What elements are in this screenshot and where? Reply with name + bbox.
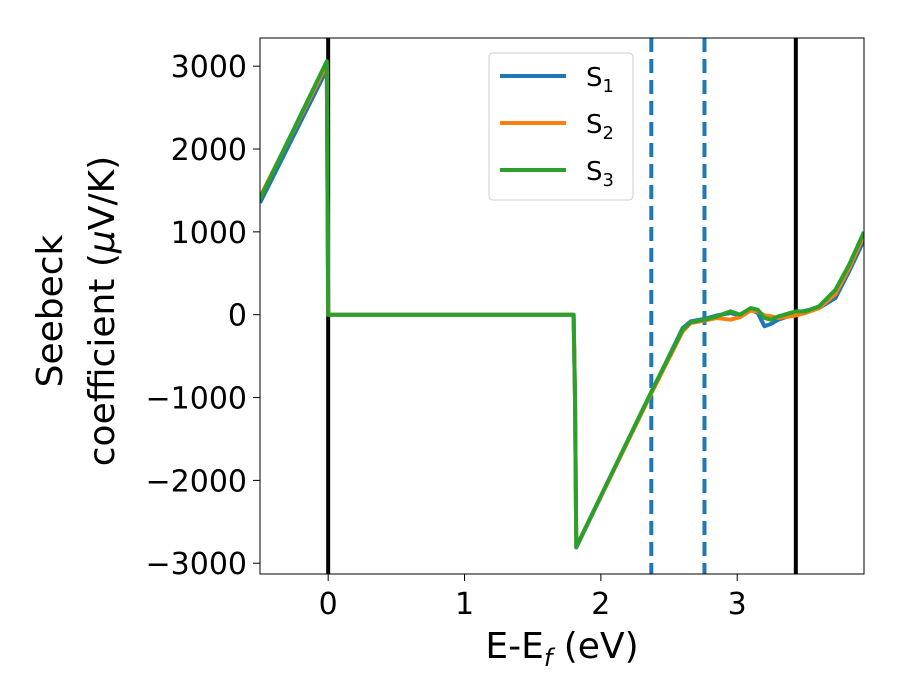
legend: S1 S2 S3 — [488, 52, 634, 201]
axes-frame — [259, 37, 865, 575]
legend-box — [488, 52, 634, 201]
y-tick-label: 2000 — [171, 133, 247, 168]
legend-label-s3: S3 — [586, 157, 614, 191]
y-axis-label-line1: Seebeck — [30, 234, 71, 387]
x-tick-label: 0 — [319, 587, 338, 622]
y-tick-label: −3000 — [146, 547, 247, 582]
x-tick-label: 2 — [591, 587, 610, 622]
y-axis-label-line2-a: coefficient ( — [82, 253, 123, 466]
y-axis: −3000 −2000 −1000 0 1000 2000 3000 — [146, 50, 260, 582]
x-tick-label: 3 — [728, 587, 747, 622]
y-axis-label-line2-b: V/K) — [82, 156, 123, 230]
y-axis-label-mu: μ — [82, 230, 123, 254]
plot-area — [259, 37, 865, 575]
series-line-s3 — [260, 59, 864, 549]
y-tick-label: 3000 — [171, 50, 247, 85]
x-axis-label-main: E-E — [485, 626, 543, 667]
y-tick-label: 0 — [228, 299, 247, 334]
x-axis-label: E-Ef (eV) — [485, 626, 638, 672]
y-tick-label: −2000 — [146, 464, 247, 499]
legend-label-s2: S2 — [586, 110, 614, 144]
y-axis-label: Seebeck coefficient (μV/K) — [30, 156, 123, 466]
x-axis: 0 1 2 3 — [319, 574, 747, 622]
y-axis-label-line2: coefficient (μV/K) — [82, 156, 123, 466]
y-tick-label: 1000 — [171, 216, 247, 251]
legend-label-s1: S1 — [586, 63, 614, 97]
y-tick-label: −1000 — [146, 382, 247, 417]
x-tick-label: 1 — [455, 587, 474, 622]
x-axis-label-unit: (eV) — [552, 626, 638, 667]
